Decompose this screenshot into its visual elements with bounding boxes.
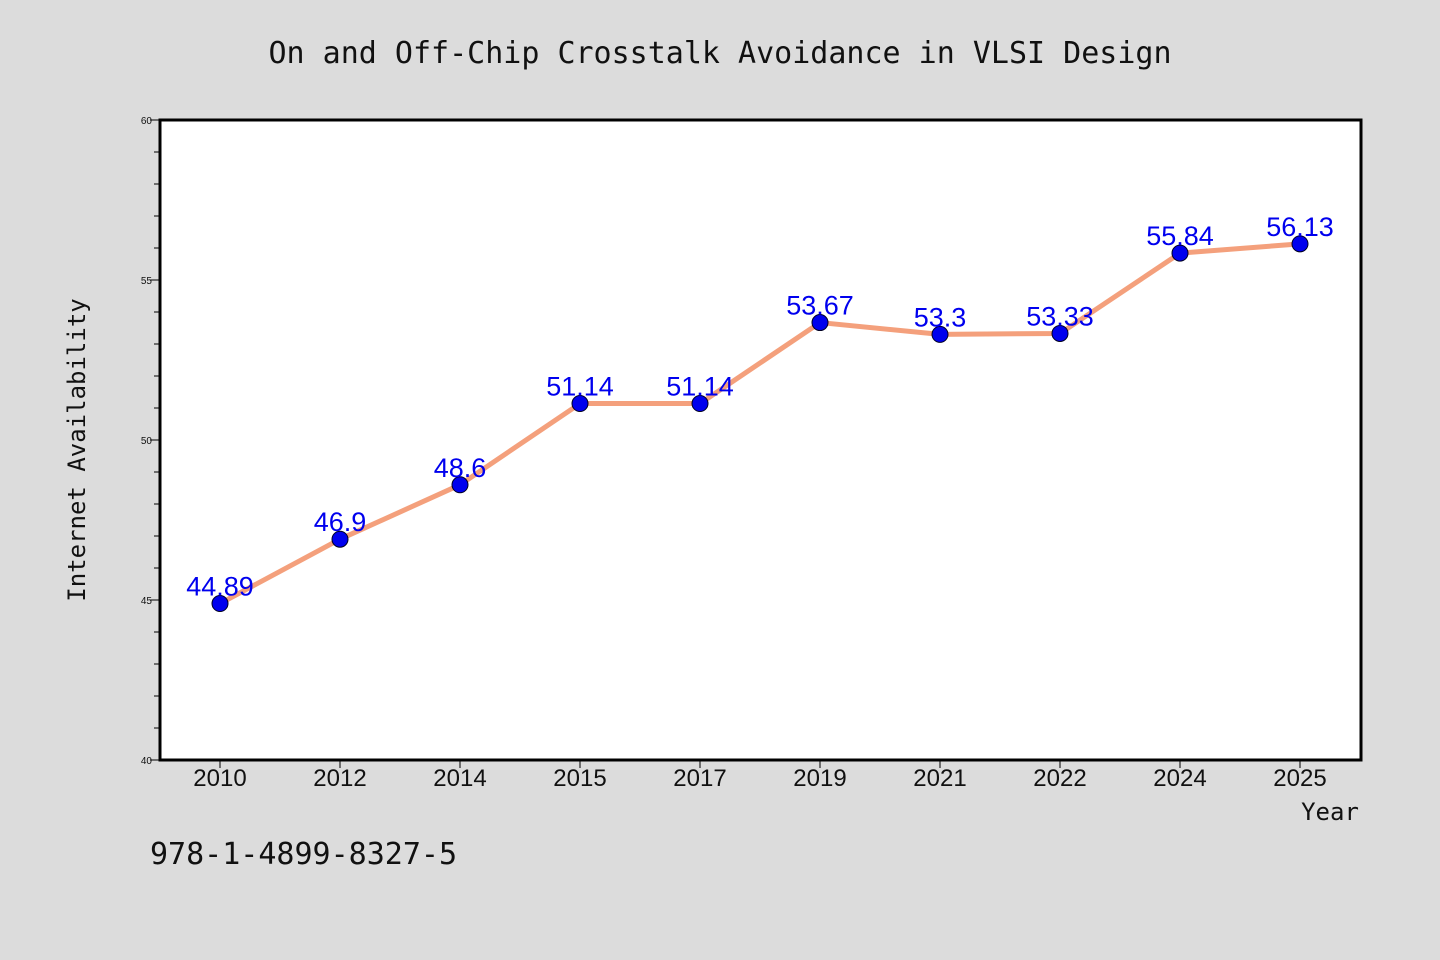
data-label: 53.3	[914, 302, 967, 332]
data-label: 53.67	[786, 291, 854, 321]
data-label: 44.89	[186, 572, 254, 602]
y-tick-label: 40	[141, 756, 153, 767]
y-axis: 40 45 50 55 60	[141, 116, 160, 767]
y-tick-label: 60	[141, 116, 153, 127]
x-tick-label: 2024	[1153, 765, 1206, 792]
data-point	[451, 476, 469, 494]
data-label: 51.14	[666, 372, 734, 402]
y-tick-label: 45	[141, 596, 153, 607]
data-label: 48.6	[434, 453, 487, 483]
x-tick-label: 2022	[1033, 765, 1086, 792]
isbn-note: 978-1-4899-8327-5	[150, 837, 457, 872]
data-label: 55.84	[1146, 221, 1214, 251]
data-point	[331, 530, 349, 548]
data-label: 53.33	[1026, 301, 1094, 331]
data-label: 56.13	[1266, 212, 1334, 242]
data-point	[691, 395, 709, 413]
data-point	[931, 325, 949, 343]
plot-area	[158, 118, 1363, 762]
data-label: 46.9	[314, 507, 367, 537]
data-point	[571, 395, 589, 413]
series-line	[218, 241, 1301, 606]
x-tick-label: 2025	[1273, 765, 1326, 792]
x-axis-label: Year	[1301, 798, 1359, 826]
data-point	[1171, 244, 1189, 262]
x-tick-label: 2021	[913, 765, 966, 792]
chart-title: On and Off-Chip Crosstalk Avoidance in V…	[268, 36, 1171, 71]
data-point	[211, 595, 229, 613]
y-tick-label: 55	[141, 276, 153, 287]
x-axis: 2010 2012 2014 2015 2017 2019 2021 2022 2024 2025	[193, 760, 1327, 792]
x-tick-label: 2015	[553, 765, 606, 792]
y-axis-label: Internet Availability	[63, 298, 91, 601]
data-labels: 44.89 46.9 48.6 51.14 51.14 53.67 53.3 53.33 55.…	[186, 212, 1334, 602]
data-label: 51.14	[546, 372, 614, 402]
data-point	[1291, 235, 1309, 253]
data-point	[811, 314, 829, 332]
y-tick-label: 50	[141, 436, 153, 447]
series	[211, 235, 1309, 613]
data-point	[1051, 324, 1069, 342]
x-tick-label: 2017	[673, 765, 726, 792]
x-tick-label: 2014	[433, 765, 486, 792]
x-tick-label: 2012	[313, 765, 366, 792]
x-tick-label: 2010	[193, 765, 246, 792]
x-tick-label: 2019	[793, 765, 846, 792]
